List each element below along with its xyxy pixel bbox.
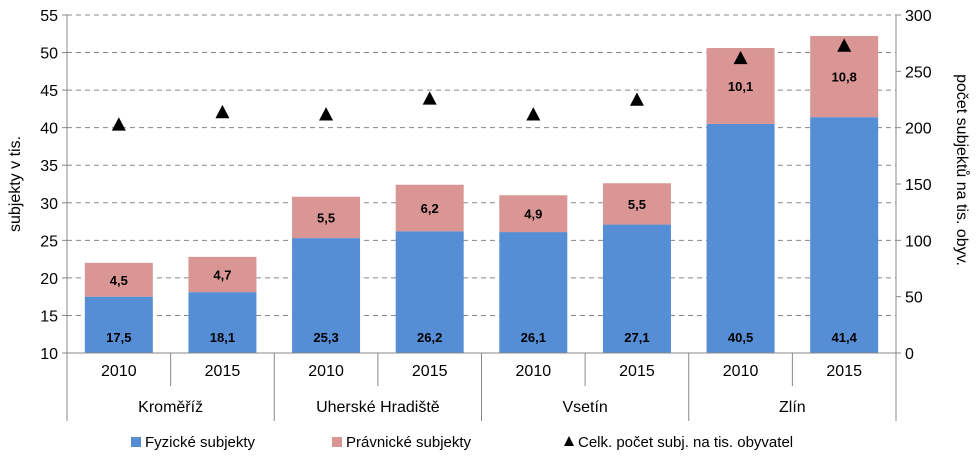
right-tick-label: 250 (905, 64, 932, 81)
legend-label: Právnické subjekty (346, 434, 472, 451)
data-label-pravnicke: 6,2 (421, 201, 439, 216)
left-tick-label: 30 (40, 196, 58, 213)
data-label-fyzicke: 41,4 (832, 330, 858, 345)
legend-item-celk: Celk. počet subj. na tis. obyvatel (564, 434, 793, 451)
data-label-fyzicke: 40,5 (728, 330, 753, 345)
marker-triangle (111, 117, 126, 131)
bar-pravnicke (499, 195, 568, 233)
legend-item-fyzicke: Fyzické subjekty (131, 434, 256, 451)
marker-triangle (422, 91, 437, 105)
bar-fyzicke (84, 296, 153, 353)
group-label: Uherské Hradiště (316, 399, 440, 416)
data-label-pravnicke: 5,5 (628, 197, 646, 212)
legend-swatch (131, 437, 141, 447)
right-axis-title: počet subjektů na tis. obyv. (953, 74, 971, 266)
group-label: Zlín (779, 399, 806, 416)
group-label: Kroměříž (138, 399, 203, 416)
bar-pravnicke (602, 183, 671, 225)
marker-triangle (319, 107, 334, 121)
legend: Fyzické subjekty Právnické subjekty Celk. … (131, 434, 793, 451)
left-tick-label: 15 (40, 308, 58, 325)
data-label-pravnicke: 4,5 (110, 273, 128, 288)
bar-fyzicke (188, 292, 257, 353)
data-label-fyzicke: 17,5 (106, 330, 131, 345)
left-tick-label: 35 (40, 158, 58, 175)
data-label-pravnicke: 10,1 (728, 79, 753, 94)
bar-pravnicke (292, 196, 361, 239)
data-label-pravnicke: 4,9 (524, 207, 542, 222)
year-label: 2010 (516, 363, 552, 380)
data-label-pravnicke: 5,5 (317, 210, 335, 225)
bars: 17,5 4,5 18,1 4,7 25,3 5,5 26,2 6,2 26,1 4,9 27,1 5… (84, 36, 879, 354)
marker-triangle (837, 38, 852, 52)
legend-item-pravnicke: Právnické subjekty (332, 434, 472, 451)
data-label-fyzicke: 25,3 (313, 330, 338, 345)
year-label: 2010 (308, 363, 344, 380)
left-tick-label: 50 (40, 46, 58, 63)
marker-triangle (215, 104, 230, 119)
legend-label: Fyzické subjekty (145, 434, 256, 451)
right-tick-label: 0 (905, 346, 914, 363)
legend-swatch (332, 437, 342, 447)
year-label: 2015 (205, 363, 241, 380)
data-label-pravnicke: 4,7 (213, 268, 231, 283)
bar-fyzicke (499, 232, 568, 353)
left-tick-label: 40 (40, 121, 58, 138)
group-label: Vsetín (562, 399, 607, 416)
year-label: 2010 (101, 363, 137, 380)
bar-fyzicke (292, 238, 361, 353)
bar-fyzicke (706, 123, 775, 354)
right-tick-label: 50 (905, 290, 923, 307)
markers (111, 38, 852, 131)
left-tick-label: 55 (40, 8, 58, 25)
right-axis-ticks: 0 50 100 150 200 250 300 (896, 8, 932, 363)
left-tick-label: 25 (40, 233, 58, 250)
year-label: 2015 (826, 363, 862, 380)
x-axis-labels: 2010 2015 2010 2015 2010 2015 2010 2015 Kroměříž… (66, 353, 897, 421)
left-axis-ticks: 10 15 20 25 30 35 40 45 50 55 (40, 8, 67, 363)
bar-pravnicke (84, 262, 153, 297)
left-tick-label: 45 (40, 83, 58, 100)
left-tick-label: 10 (40, 346, 58, 363)
bar-fyzicke (810, 117, 879, 353)
bar-pravnicke (188, 256, 257, 293)
marker-triangle (629, 92, 644, 106)
bar-fyzicke (602, 224, 671, 353)
left-tick-label: 20 (40, 271, 58, 288)
right-tick-label: 150 (905, 177, 932, 194)
legend-marker (564, 436, 574, 446)
data-label-pravnicke: 10,8 (832, 70, 857, 85)
right-tick-label: 300 (905, 8, 932, 25)
year-label: 2015 (412, 363, 448, 380)
bar-pravnicke (395, 184, 464, 232)
bar-fyzicke (395, 231, 464, 353)
data-label-fyzicke: 26,1 (521, 330, 546, 345)
data-label-fyzicke: 27,1 (624, 330, 649, 345)
year-label: 2010 (723, 363, 759, 380)
data-label-fyzicke: 18,1 (210, 330, 235, 345)
year-label: 2015 (619, 363, 655, 380)
right-tick-label: 100 (905, 233, 932, 250)
left-axis-title: subjekty v tis. (7, 136, 24, 232)
legend-label: Celk. počet subj. na tis. obyvatel (578, 434, 793, 451)
right-tick-label: 200 (905, 121, 932, 138)
data-label-fyzicke: 26,2 (417, 330, 442, 345)
marker-triangle (526, 107, 541, 121)
marker-triangle (733, 50, 748, 65)
